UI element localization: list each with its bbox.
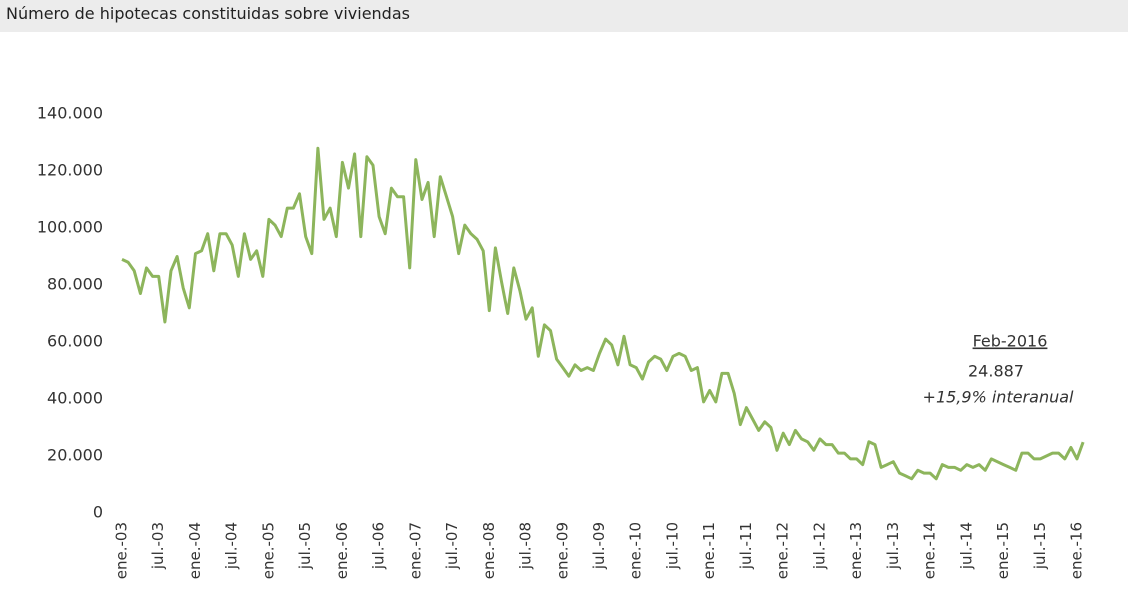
x-tick-label: jul.-06: [370, 522, 388, 570]
x-tick-label: jul.-09: [590, 522, 608, 570]
x-tick-label: ene.-12: [774, 522, 792, 579]
y-tick-label: 140.000: [37, 104, 103, 123]
x-tick-label: ene.-13: [847, 522, 865, 579]
x-tick-label: jul.-11: [737, 522, 755, 570]
x-tick-label: ene.-05: [259, 522, 277, 579]
annotation: 24.887: [968, 362, 1024, 381]
y-tick-label: 80.000: [47, 275, 103, 294]
annotation: Feb-2016: [973, 332, 1048, 351]
x-tick-label: jul.-13: [884, 522, 902, 570]
y-tick-label: 60.000: [47, 332, 103, 351]
x-tick-label: jul.-04: [223, 522, 241, 570]
x-tick-label: jul.-10: [663, 522, 681, 570]
x-tick-label: jul.-12: [810, 522, 828, 570]
x-tick-label: ene.-16: [1068, 522, 1086, 579]
x-tick-label: jul.-07: [443, 522, 461, 570]
x-tick-label: ene.-11: [700, 522, 718, 579]
x-tick-label: ene.-06: [333, 522, 351, 579]
annotation: +15,9% interanual: [923, 388, 1074, 407]
x-tick-label: jul.-03: [149, 522, 167, 570]
x-tick-label: ene.-14: [921, 522, 939, 579]
x-tick-label: ene.-07: [406, 522, 424, 579]
x-tick-label: ene.-10: [627, 522, 645, 579]
y-tick-label: 100.000: [37, 218, 103, 237]
y-tick-label: 120.000: [37, 161, 103, 180]
y-tick-label: 40.000: [47, 389, 103, 408]
x-tick-label: jul.-05: [296, 522, 314, 570]
x-tick-label: jul.-15: [1031, 522, 1049, 570]
x-tick-label: jul.-14: [957, 522, 975, 570]
x-tick-label: ene.-03: [113, 522, 131, 579]
x-tick-label: ene.-08: [480, 522, 498, 579]
x-tick-label: ene.-09: [553, 522, 571, 579]
y-tick-label: 0: [93, 503, 103, 522]
x-tick-label: ene.-15: [994, 522, 1012, 579]
y-tick-label: 20.000: [47, 446, 103, 465]
x-tick-label: ene.-04: [186, 522, 204, 579]
x-tick-label: jul.-08: [517, 522, 535, 570]
series-line: [121, 146, 1085, 481]
chart-title: Número de hipotecas constituidas sobre v…: [0, 0, 1128, 32]
